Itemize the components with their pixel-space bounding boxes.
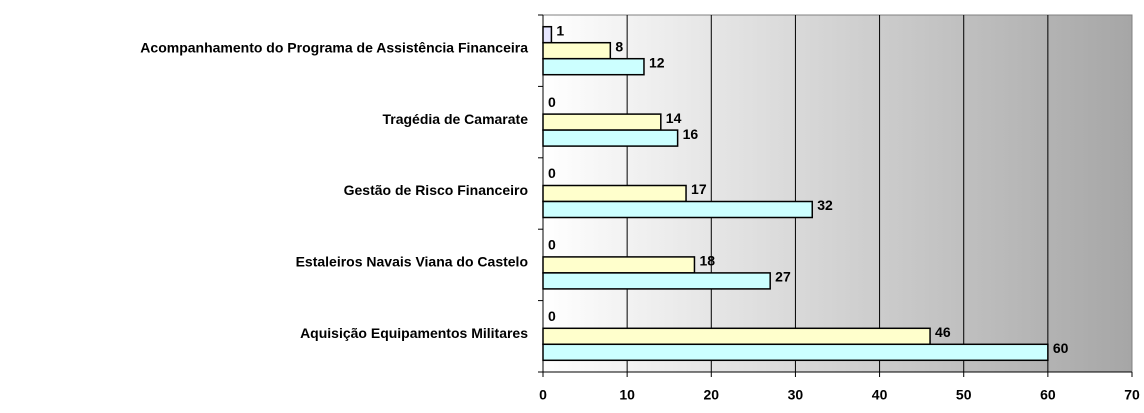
data-label: 14 bbox=[666, 110, 682, 126]
bar bbox=[542, 343, 1049, 362]
x-tick-label: 70 bbox=[1124, 387, 1140, 403]
data-label: 27 bbox=[775, 269, 791, 285]
x-tick-label: 40 bbox=[872, 387, 888, 403]
data-label: 16 bbox=[683, 126, 699, 142]
y-tick-label: Gestão de Risco Financeiro bbox=[344, 182, 528, 198]
y-tick-label: Estaleiros Navais Viana do Castelo bbox=[296, 254, 528, 270]
bar bbox=[542, 41, 612, 60]
x-tick-label: 50 bbox=[956, 387, 972, 403]
data-label: 18 bbox=[699, 253, 715, 269]
bar bbox=[542, 272, 771, 290]
data-label: 32 bbox=[817, 197, 833, 213]
bar bbox=[542, 113, 662, 131]
data-label: 0 bbox=[548, 308, 556, 324]
y-tick-label: Aquisição Equipamentos Militares bbox=[300, 325, 528, 341]
data-label: 0 bbox=[548, 165, 556, 181]
bar bbox=[542, 129, 679, 147]
data-label: 17 bbox=[691, 181, 707, 197]
data-label: 0 bbox=[548, 94, 556, 110]
x-tick-label: 20 bbox=[703, 387, 719, 403]
bar bbox=[542, 57, 645, 76]
data-label: 8 bbox=[615, 38, 623, 54]
x-tick-label: 60 bbox=[1040, 387, 1056, 403]
x-tick-label: 10 bbox=[619, 387, 635, 403]
data-label: 0 bbox=[548, 237, 556, 253]
bar bbox=[542, 184, 687, 203]
x-tick-label: 0 bbox=[539, 387, 547, 403]
bar bbox=[542, 256, 696, 274]
data-label: 60 bbox=[1053, 340, 1069, 356]
bar bbox=[542, 25, 553, 44]
data-label: 12 bbox=[649, 54, 665, 70]
data-label: 1 bbox=[556, 22, 564, 38]
data-label: 46 bbox=[935, 324, 951, 340]
y-tick-label: Tragédia de Camarate bbox=[382, 111, 528, 127]
y-tick-label: Acompanhamento do Programa de Assistênci… bbox=[140, 39, 528, 55]
bar bbox=[542, 327, 931, 346]
bar bbox=[542, 200, 814, 219]
x-tick-label: 30 bbox=[788, 387, 804, 403]
